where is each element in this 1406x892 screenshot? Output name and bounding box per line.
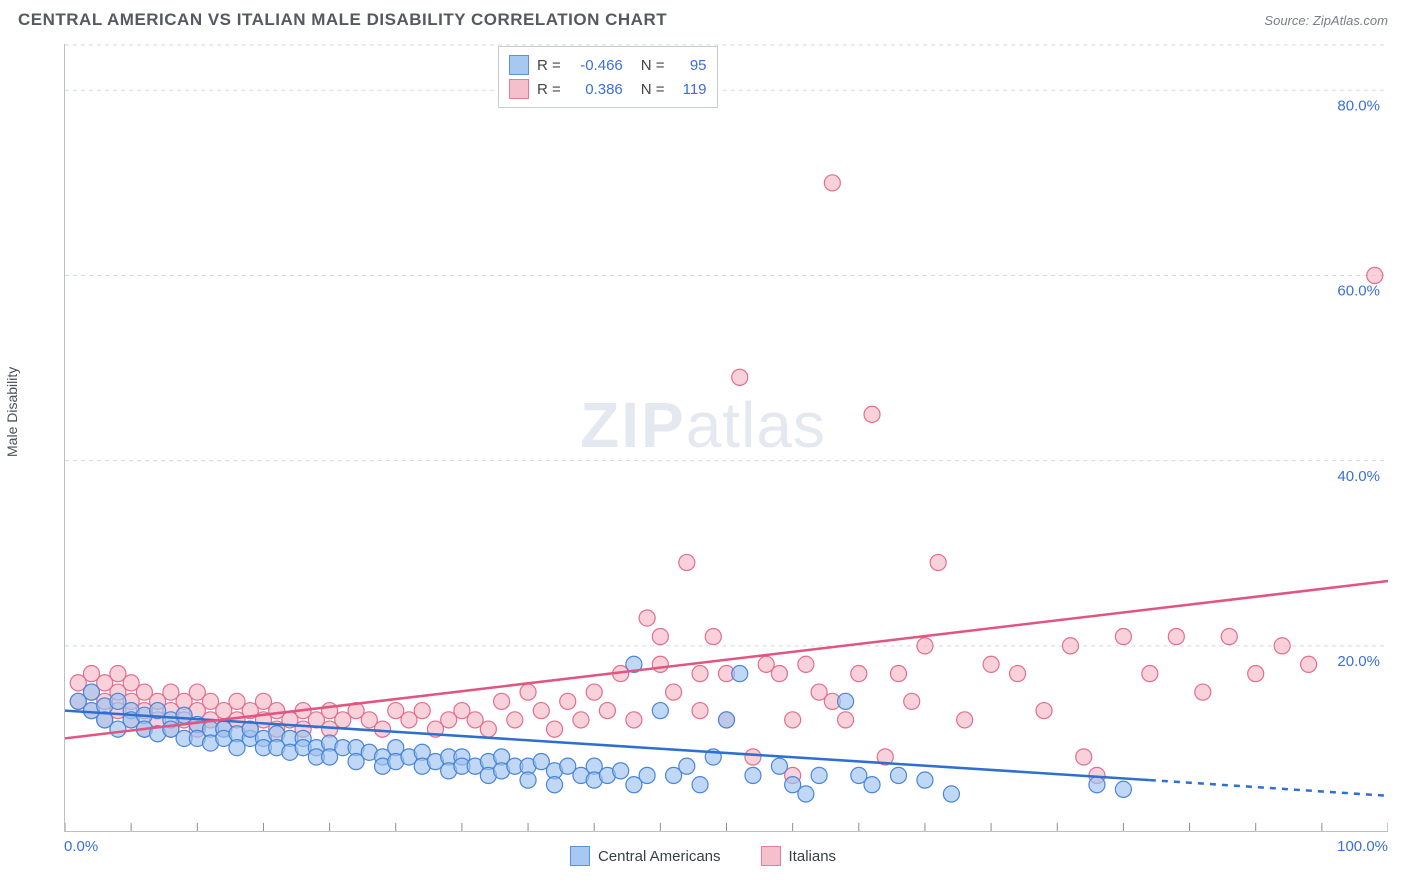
svg-text:80.0%: 80.0% bbox=[1337, 97, 1380, 114]
legend-item-italians: Italians bbox=[761, 846, 837, 866]
x-tick-min: 0.0% bbox=[64, 838, 98, 855]
y-axis-label: Male Disability bbox=[4, 367, 20, 457]
chart-container: Male Disability 20.0%40.0%60.0%80.0% ZIP… bbox=[18, 44, 1388, 872]
source-attribution: Source: ZipAtlas.com bbox=[1264, 13, 1388, 28]
x-tick-max: 100.0% bbox=[1337, 838, 1388, 855]
stat-row-series-2: R = 0.386 N = 119 bbox=[509, 77, 707, 101]
swatch-icon bbox=[570, 846, 590, 866]
svg-text:60.0%: 60.0% bbox=[1337, 283, 1380, 300]
svg-text:40.0%: 40.0% bbox=[1337, 468, 1380, 485]
swatch-icon bbox=[761, 846, 781, 866]
legend-item-central-americans: Central Americans bbox=[570, 846, 721, 866]
swatch-italians bbox=[509, 79, 529, 99]
swatch-central-americans bbox=[509, 55, 529, 75]
chart-title: CENTRAL AMERICAN VS ITALIAN MALE DISABIL… bbox=[18, 10, 667, 30]
svg-text:20.0%: 20.0% bbox=[1337, 653, 1380, 670]
correlation-stats-box: R = -0.466 N = 95 R = 0.386 N = 119 bbox=[498, 46, 718, 108]
scatter-plot: 20.0% 40.0% 60.0% 80.0% bbox=[64, 44, 1388, 832]
legend: Central Americans Italians bbox=[570, 846, 836, 866]
stat-row-series-1: R = -0.466 N = 95 bbox=[509, 53, 707, 77]
